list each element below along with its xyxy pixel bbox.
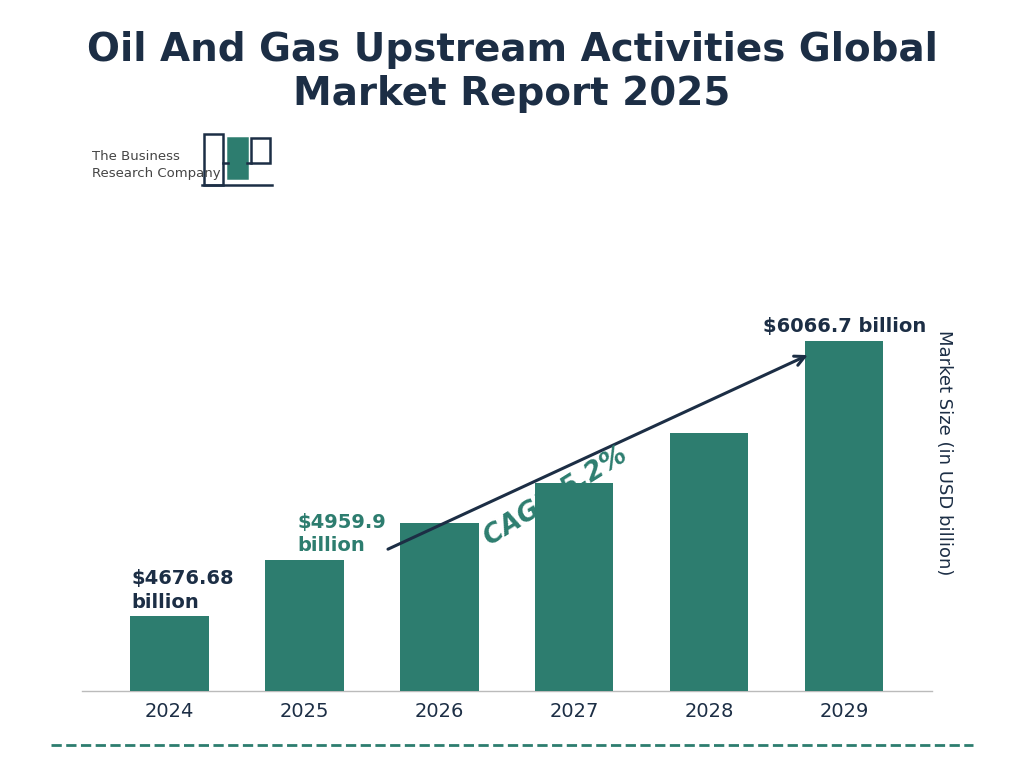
- Text: CAGR 5.2%: CAGR 5.2%: [480, 442, 633, 551]
- Text: The Business
Research Company: The Business Research Company: [92, 150, 221, 180]
- Bar: [251, 138, 270, 164]
- Text: Oil And Gas Upstream Activities Global
Market Report 2025: Oil And Gas Upstream Activities Global M…: [87, 31, 937, 113]
- Bar: [805, 341, 884, 691]
- Text: $4676.68
billion: $4676.68 billion: [132, 569, 234, 611]
- Text: $4959.9
billion: $4959.9 billion: [298, 513, 386, 555]
- Bar: [265, 561, 344, 691]
- Bar: [204, 134, 223, 185]
- Bar: [536, 483, 613, 691]
- Bar: [400, 522, 478, 691]
- Y-axis label: Market Size (in USD billion): Market Size (in USD billion): [935, 330, 952, 576]
- Bar: [670, 433, 749, 691]
- Bar: [130, 617, 209, 691]
- Text: $6066.7 billion: $6066.7 billion: [763, 316, 926, 336]
- Bar: [227, 138, 247, 178]
